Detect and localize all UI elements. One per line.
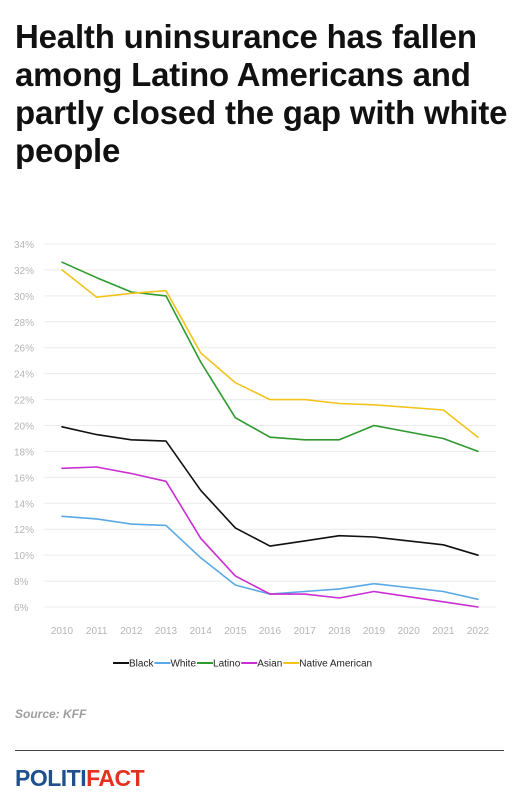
legend-label-asian: Asian [257, 659, 282, 670]
legend-label-native-american: Native American [299, 659, 372, 670]
chart-title: Health uninsurance has fallen among Lati… [15, 18, 508, 169]
series-lines [61, 261, 479, 608]
series-line-black [61, 426, 479, 557]
footer-divider [15, 750, 504, 751]
series-line-native-american [61, 269, 479, 438]
series-line-white [61, 515, 479, 601]
y-tick-label: 14% [14, 499, 34, 510]
legend-label-white: White [170, 659, 196, 670]
legend-label-latino: Latino [213, 659, 241, 670]
y-tick-label: 34% [14, 240, 34, 251]
x-tick-label: 2021 [432, 626, 455, 637]
series-line-latino [61, 261, 479, 453]
x-tick-label: 2013 [155, 626, 178, 637]
x-tick-label: 2011 [86, 626, 108, 637]
series-line-asian [61, 466, 479, 608]
y-tick-label: 32% [14, 266, 34, 277]
x-tick-label: 2022 [467, 626, 490, 637]
y-tick-label: 22% [14, 396, 34, 407]
y-tick-label: 16% [14, 473, 34, 484]
legend: Black White Latino Asian Native American [113, 659, 372, 670]
y-tick-label: 18% [14, 447, 34, 458]
y-axis-ticks: 6% 8% 10% 12% 14% 16% 18% 20% 22% 24% 26% 28% 30% 32%… [14, 240, 34, 614]
logo-part-fact: FACT [86, 765, 145, 791]
y-tick-label: 8% [14, 577, 29, 588]
x-tick-label: 2017 [294, 626, 317, 637]
x-tick-label: 2019 [363, 626, 386, 637]
x-tick-label: 2010 [51, 626, 74, 637]
x-tick-label: 2015 [224, 626, 247, 637]
legend-label-black: Black [129, 659, 154, 670]
x-tick-label: 2018 [328, 626, 351, 637]
x-tick-label: 2020 [398, 626, 421, 637]
y-tick-label: 12% [14, 525, 34, 536]
x-axis-ticks: 2010 2011 2012 2013 2014 2015 2016 2017 2018 2019… [51, 626, 490, 637]
y-tick-label: 24% [14, 370, 34, 381]
line-chart: 6% 8% 10% 12% 14% 16% 18% 20% 22% 24% 26% 28% 30% 32%… [14, 240, 496, 670]
y-tick-label: 6% [14, 603, 29, 614]
y-tick-label: 28% [14, 318, 34, 329]
y-tick-label: 26% [14, 344, 34, 355]
source-note: Source: KFF [15, 707, 87, 721]
gridlines [44, 243, 496, 608]
x-tick-label: 2014 [190, 626, 213, 637]
y-tick-label: 20% [14, 422, 34, 433]
y-tick-label: 30% [14, 292, 34, 303]
x-tick-label: 2016 [259, 626, 282, 637]
politifact-logo[interactable]: POLITI FACT [15, 765, 145, 791]
logo-part-politi: POLITI [15, 765, 87, 791]
y-tick-label: 10% [14, 551, 34, 562]
x-tick-label: 2012 [120, 626, 143, 637]
